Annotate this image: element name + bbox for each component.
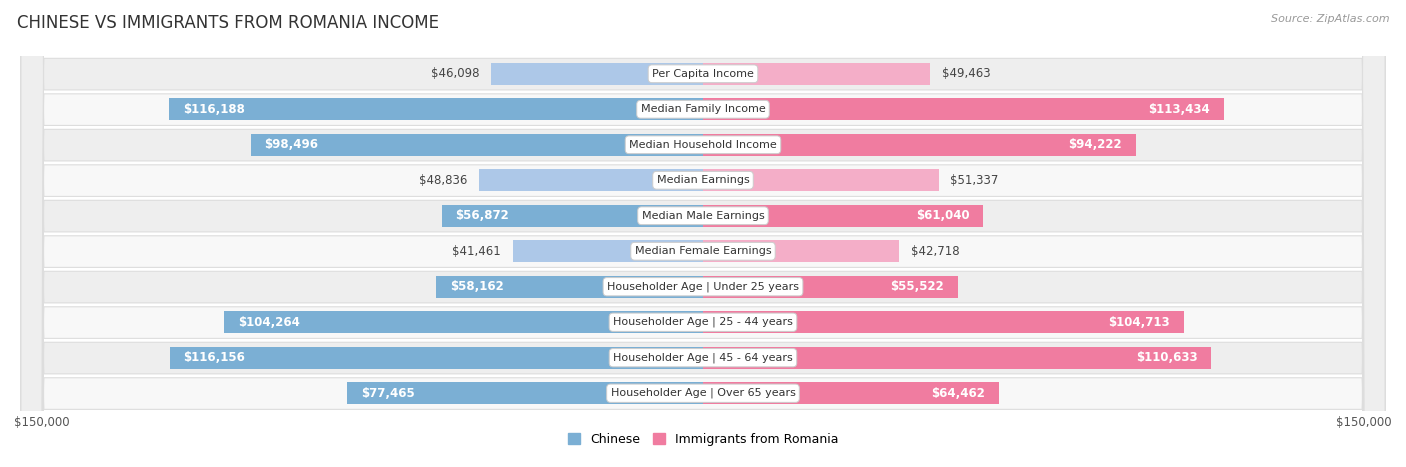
- Text: $42,718: $42,718: [911, 245, 959, 258]
- FancyBboxPatch shape: [21, 0, 1385, 467]
- Bar: [169, 98, 703, 120]
- Text: $116,156: $116,156: [183, 351, 245, 364]
- Text: $58,162: $58,162: [450, 280, 503, 293]
- FancyBboxPatch shape: [21, 0, 1385, 467]
- Text: Median Male Earnings: Median Male Earnings: [641, 211, 765, 221]
- Text: Householder Age | 25 - 44 years: Householder Age | 25 - 44 years: [613, 317, 793, 327]
- FancyBboxPatch shape: [21, 0, 1385, 467]
- Bar: [703, 134, 1136, 156]
- FancyBboxPatch shape: [21, 0, 1385, 467]
- Text: $116,188: $116,188: [183, 103, 245, 116]
- Text: Median Earnings: Median Earnings: [657, 175, 749, 185]
- Text: $104,264: $104,264: [238, 316, 299, 329]
- Text: $51,337: $51,337: [950, 174, 998, 187]
- Text: CHINESE VS IMMIGRANTS FROM ROMANIA INCOME: CHINESE VS IMMIGRANTS FROM ROMANIA INCOM…: [17, 14, 439, 32]
- Bar: [513, 240, 703, 262]
- Bar: [441, 205, 703, 227]
- Bar: [703, 63, 931, 85]
- Bar: [703, 347, 1211, 369]
- Bar: [703, 169, 939, 191]
- Text: Per Capita Income: Per Capita Income: [652, 69, 754, 79]
- Bar: [703, 276, 957, 298]
- Text: $77,465: $77,465: [361, 387, 415, 400]
- FancyBboxPatch shape: [21, 0, 1385, 467]
- Text: Source: ZipAtlas.com: Source: ZipAtlas.com: [1271, 14, 1389, 24]
- Bar: [224, 311, 703, 333]
- Bar: [703, 311, 1184, 333]
- FancyBboxPatch shape: [21, 0, 1385, 467]
- Text: Median Family Income: Median Family Income: [641, 104, 765, 114]
- Text: $98,496: $98,496: [264, 138, 318, 151]
- Text: Householder Age | Over 65 years: Householder Age | Over 65 years: [610, 388, 796, 398]
- Bar: [250, 134, 703, 156]
- Text: $49,463: $49,463: [942, 67, 990, 80]
- FancyBboxPatch shape: [21, 0, 1385, 467]
- Text: $64,462: $64,462: [931, 387, 986, 400]
- Bar: [703, 240, 900, 262]
- Text: $61,040: $61,040: [915, 209, 970, 222]
- Text: $56,872: $56,872: [456, 209, 509, 222]
- Text: $113,434: $113,434: [1149, 103, 1211, 116]
- Bar: [491, 63, 703, 85]
- Text: $48,836: $48,836: [419, 174, 467, 187]
- Bar: [703, 205, 983, 227]
- Text: Median Household Income: Median Household Income: [628, 140, 778, 150]
- Bar: [703, 98, 1225, 120]
- Bar: [170, 347, 703, 369]
- Text: $150,000: $150,000: [14, 416, 70, 429]
- Text: Householder Age | Under 25 years: Householder Age | Under 25 years: [607, 282, 799, 292]
- Text: $104,713: $104,713: [1108, 316, 1170, 329]
- FancyBboxPatch shape: [21, 0, 1385, 467]
- Text: $110,633: $110,633: [1136, 351, 1198, 364]
- FancyBboxPatch shape: [21, 0, 1385, 467]
- Bar: [478, 169, 703, 191]
- Bar: [703, 382, 1000, 404]
- Bar: [347, 382, 703, 404]
- Legend: Chinese, Immigrants from Romania: Chinese, Immigrants from Romania: [562, 428, 844, 451]
- Text: Householder Age | 45 - 64 years: Householder Age | 45 - 64 years: [613, 353, 793, 363]
- Text: $150,000: $150,000: [1336, 416, 1392, 429]
- Text: $55,522: $55,522: [890, 280, 945, 293]
- Text: Median Female Earnings: Median Female Earnings: [634, 246, 772, 256]
- Text: $94,222: $94,222: [1069, 138, 1122, 151]
- FancyBboxPatch shape: [21, 0, 1385, 467]
- Text: $46,098: $46,098: [432, 67, 479, 80]
- Bar: [436, 276, 703, 298]
- Text: $41,461: $41,461: [453, 245, 501, 258]
